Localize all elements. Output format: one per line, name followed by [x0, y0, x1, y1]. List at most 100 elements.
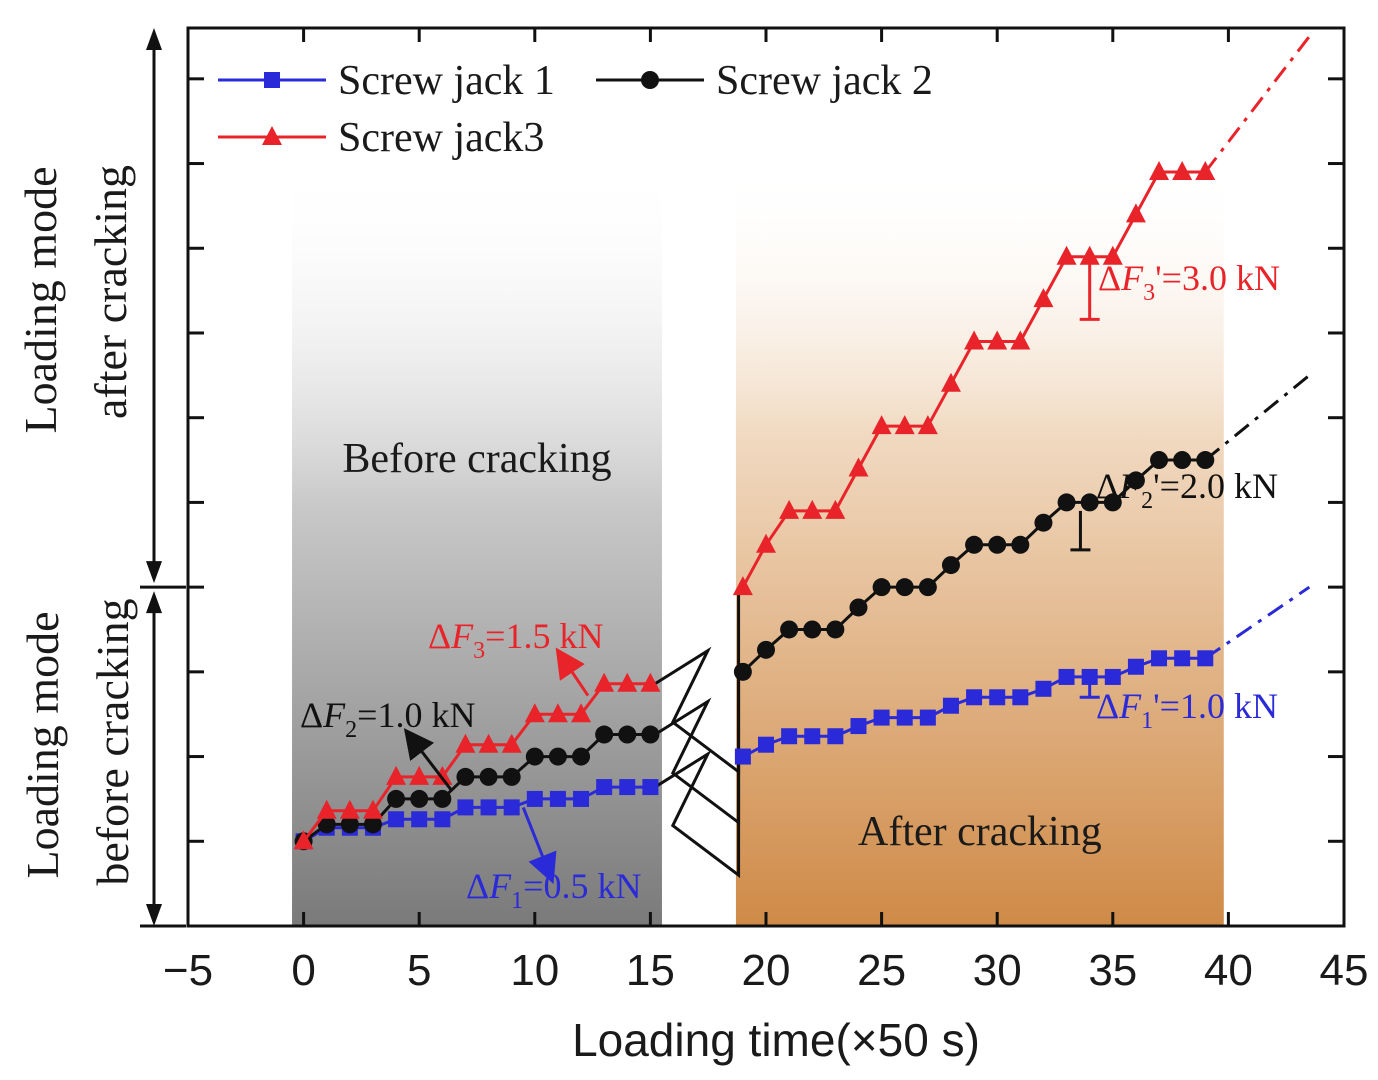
x-tick-label-10: 40: [1204, 946, 1253, 995]
series-3-point-18: [756, 533, 776, 553]
y-label-after-cracking: Loading mode after cracking: [15, 165, 136, 434]
series-3-point-24: [894, 415, 915, 435]
series-2-line-before: [302, 733, 651, 843]
series-1-point-18: [758, 736, 774, 753]
series-2-point-24: [895, 578, 914, 597]
series-1-point-13: [573, 790, 590, 807]
arrow-after-head-bottom: [146, 561, 162, 584]
legend-marker-1: [264, 72, 280, 88]
series-3-point-32: [1079, 245, 1100, 265]
series-2-point-10: [502, 767, 521, 786]
series-3-point-12: [547, 703, 568, 723]
region-before-label: Before cracking: [342, 436, 611, 482]
series-1-point-7: [434, 811, 451, 828]
legend-label-1: Screw jack 1: [338, 58, 555, 104]
series-3-point-9: [478, 733, 499, 753]
series-1-point-9: [480, 799, 497, 816]
series-3-point-27: [964, 330, 985, 350]
legend-item-1: Screw jack 1: [218, 58, 555, 104]
series-2-point-3: [340, 815, 359, 834]
series-3-point-21: [825, 499, 846, 519]
x-tick-label-6: 20: [742, 946, 791, 995]
series-2-extension: [1204, 374, 1311, 462]
y-label-after-line2: after cracking: [85, 165, 136, 419]
series-1-point-26: [942, 697, 959, 714]
series-3-point-23: [871, 415, 892, 435]
series-3-point-35: [1149, 161, 1170, 181]
annotation-dF2-before: ΔF2=1.0 kN: [300, 695, 475, 743]
series-2-point-15: [618, 725, 637, 744]
series-1-point-11: [526, 790, 543, 807]
series-2-point-20: [803, 620, 822, 639]
series-3-point-34: [1125, 203, 1146, 223]
x-tick-label-5: 15: [626, 946, 675, 995]
series-2-point-11: [525, 747, 544, 766]
x-tick-label-11: 45: [1320, 946, 1369, 995]
series-1-point-36: [1174, 650, 1191, 667]
series-3-point-22: [848, 457, 869, 477]
series-1-point-12: [549, 790, 566, 807]
series-1-point-33: [1104, 668, 1121, 685]
series-1-point-20: [804, 728, 821, 745]
series-3-line-before: [302, 682, 651, 843]
series-3-point-26: [940, 372, 961, 392]
series-2-point-6: [410, 789, 429, 808]
series-1-point-28: [989, 689, 1006, 706]
series-2-point-4: [363, 815, 382, 834]
legend-marker-2: [641, 71, 659, 89]
legend-label-2: Screw jack 2: [716, 58, 933, 104]
series-3-point-11: [524, 703, 545, 723]
series-1-point-21: [827, 728, 844, 745]
y-label-before-cracking: Loading mode before cracking: [17, 598, 138, 885]
series-1-extension: [1204, 585, 1311, 660]
series-1-point-24: [896, 709, 913, 726]
series-3-point-10: [501, 733, 522, 753]
series-2-point-13: [572, 747, 591, 766]
series-3-point-37: [1195, 161, 1216, 181]
series-3-point-16: [640, 672, 661, 692]
series-2-point-35: [1150, 451, 1169, 470]
arrow-before-head-top: [146, 591, 162, 614]
annotation-dF2-after: ΔF2'=2.0 kN: [1096, 466, 1278, 514]
x-tick-label-2: 0: [291, 946, 315, 995]
legend: Screw jack 1 Screw jack 2 Screw jack3: [218, 58, 933, 161]
break-line-3: [654, 587, 741, 775]
x-tick-label-9: 35: [1088, 946, 1137, 995]
series-2-point-2: [317, 815, 336, 834]
series-3-point-31: [1056, 245, 1077, 265]
series-1-point-10: [503, 799, 520, 816]
series-3-point-3: [339, 799, 360, 819]
y-label-before-line2: before cracking: [87, 598, 138, 885]
y-label-after-line1: Loading mode: [15, 167, 66, 434]
series-2-point-27: [965, 535, 984, 554]
series-3-point-7: [432, 765, 453, 785]
series-2-point-19: [780, 620, 799, 639]
annotation-arrow-dF2: [403, 728, 453, 792]
series-2-point-5: [387, 789, 406, 808]
series-3-point-30: [1033, 288, 1054, 308]
series-2-point-17: [733, 662, 752, 681]
annotation-arrow-dF1: [521, 806, 557, 884]
series-3-point-4: [362, 799, 383, 819]
legend-label-3: Screw jack3: [338, 115, 544, 161]
series-2-point-14: [595, 725, 614, 744]
series-2-point-31: [1057, 493, 1076, 512]
series-3-point-28: [987, 330, 1008, 350]
x-tick-label-8: 30: [973, 946, 1022, 995]
series-3-point-1: [293, 830, 314, 850]
series-2-point-36: [1173, 451, 1192, 470]
series-2-point-25: [918, 578, 937, 597]
x-axis-title: Loading time(×50 s): [572, 1014, 980, 1066]
series-3-point-36: [1172, 161, 1193, 181]
series-1-point-6: [411, 811, 428, 828]
series-1-point-14: [596, 779, 613, 796]
series-2-point-23: [872, 578, 891, 597]
series-3-point-29: [1010, 330, 1031, 350]
annotation-dF1-after: ΔF1'=1.0 kN: [1096, 686, 1278, 734]
series-3-point-5: [386, 765, 407, 785]
x-tick-label-1: −5: [163, 946, 213, 995]
series-2-point-28: [988, 535, 1007, 554]
series-3-point-14: [594, 672, 615, 692]
series-1-point-27: [966, 689, 983, 706]
